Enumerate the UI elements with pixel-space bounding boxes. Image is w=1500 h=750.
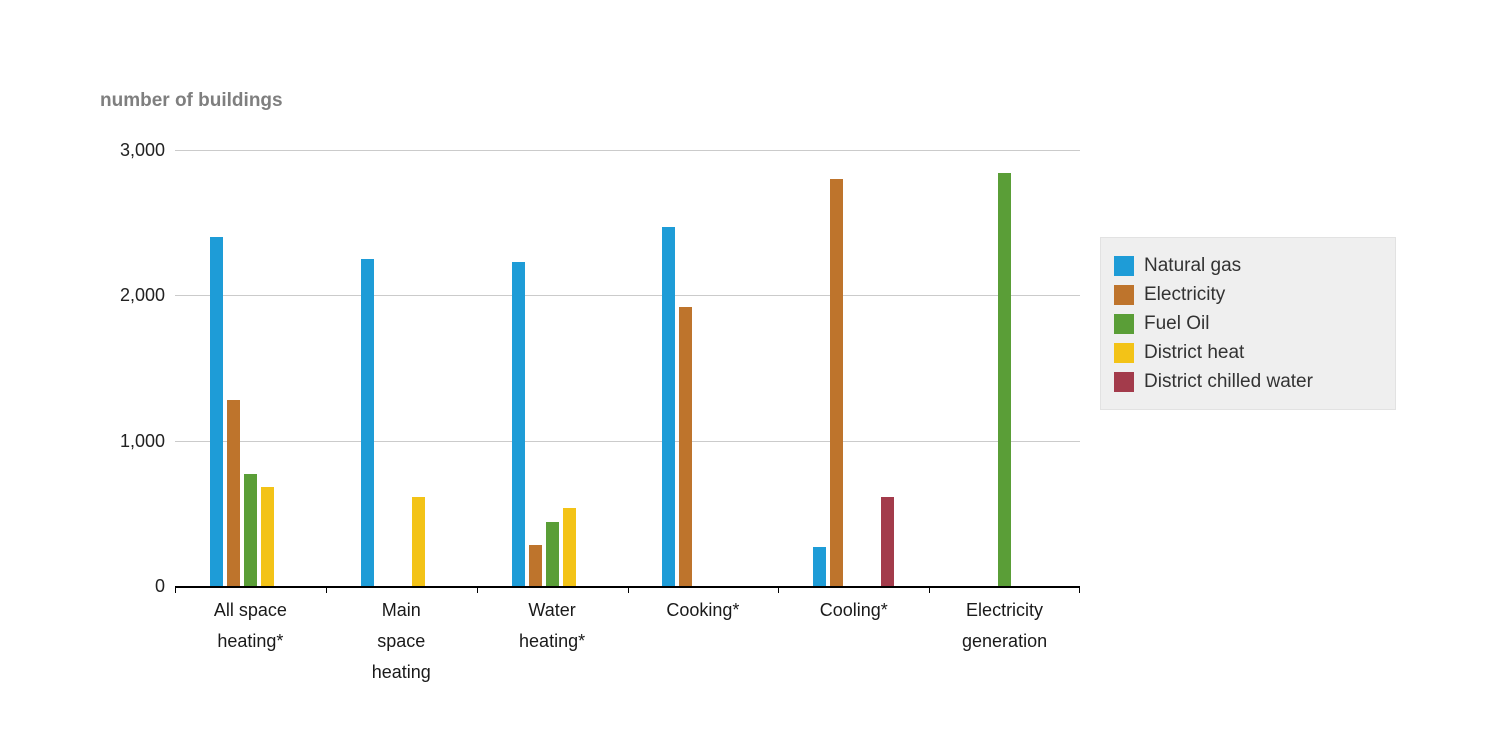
legend-label: District chilled water [1144,370,1313,392]
x-axis-tick [778,586,780,593]
x-axis-tick [325,586,327,593]
chart-title: number of buildings [100,90,283,111]
x-axis-tick [476,586,478,593]
x-category-label: Electricity generation [962,600,1048,651]
bar [511,262,525,586]
bar [830,179,844,586]
category-cell [778,150,929,586]
legend-item: Electricity [1114,280,1395,309]
bar [813,547,827,586]
y-axis: 0 1,000 2,000 3,000 [60,140,165,596]
bar [260,487,274,586]
bar-group [662,150,743,586]
legend-swatch [1114,342,1134,363]
category-cell [326,150,477,586]
legend-item: District chilled water [1114,367,1395,396]
category-cell [477,150,628,586]
bar [243,474,257,586]
x-axis-tick [175,586,176,593]
x-category-label: All space heating* [213,600,287,651]
gridline [175,150,1080,151]
category-cell [929,150,1080,586]
y-tick-label: 2,000 [119,285,165,306]
x-category-label: Cooling* [819,600,888,620]
bar [411,497,425,586]
legend-swatch [1114,284,1134,305]
bar-group [209,150,291,586]
legend-swatch [1114,255,1134,276]
legend-label: Natural gas [1144,254,1242,276]
bar [679,307,693,586]
bar [662,227,676,586]
x-axis-labels: All space heating* Main space heating Wate… [175,595,1080,688]
legend: Natural gas Electricity Fuel Oil District h… [1100,237,1396,410]
x-category-label: Cooking* [666,600,740,620]
legend-item: Natural gas [1114,251,1395,280]
legend-swatch [1114,371,1134,392]
x-axis-tick [929,586,931,593]
x-axis-tick [627,586,629,593]
bar-group [964,150,1045,586]
bar [545,522,559,586]
category-cell [627,150,778,586]
gridline [175,440,1080,442]
legend-item: District heat [1114,338,1395,367]
plot-area [175,150,1080,593]
gridline [175,295,1080,297]
bar [881,497,895,586]
bar [209,237,223,586]
x-axis-tick [1079,586,1080,593]
x-category-label: Main space heating [371,600,431,682]
bar-group [511,150,593,586]
legend-label: District heat [1144,341,1245,363]
x-category-label: Water heating* [519,600,586,651]
y-tick-label: 0 [154,576,165,596]
legend-label: Fuel Oil [1144,312,1210,334]
legend-swatch [1114,313,1134,334]
bar [360,259,374,586]
bar [562,508,576,586]
y-tick-label: 1,000 [119,430,165,451]
bar [226,400,240,586]
bar [998,173,1012,586]
bar [528,545,542,586]
legend-item: Fuel Oil [1114,309,1395,338]
bar-group [360,150,442,586]
y-tick-label: 3,000 [119,140,165,160]
category-cell [175,150,326,586]
legend-label: Electricity [1144,283,1226,305]
bar-group [813,150,895,586]
